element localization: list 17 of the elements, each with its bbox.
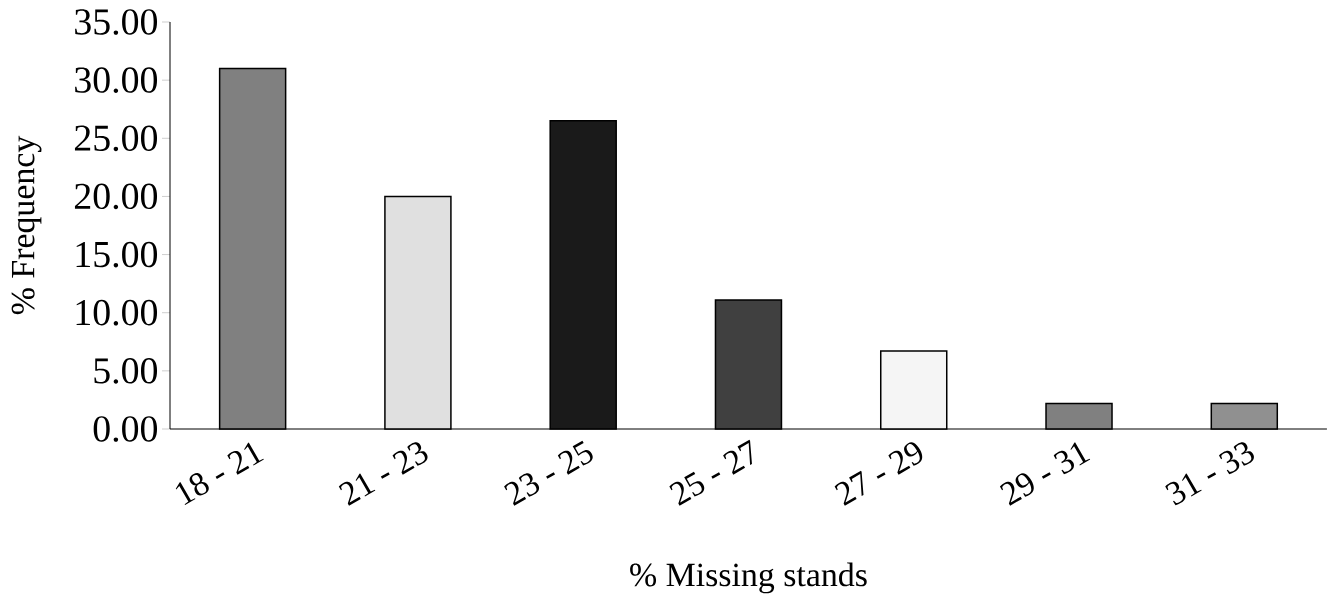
x-tick-label: 18 - 21 — [175, 442, 264, 506]
y-tick-label: 35.00 — [75, 9, 158, 35]
y-tick-label: 25.00 — [74, 125, 158, 152]
x-tick-label: 25 - 27 — [669, 439, 752, 506]
y-tick-label: 10.00 — [76, 299, 158, 326]
x-tick-label: 29 - 31 — [999, 442, 1091, 506]
y-axis-title: % Frequency — [11, 135, 42, 315]
x-axis-title: % Missing stands — [630, 562, 867, 594]
x-tick-label: 27 - 29 — [834, 442, 923, 506]
x-tick-label: 23 - 25 — [504, 440, 593, 506]
y-tick-label: 20.00 — [74, 183, 158, 210]
y-tick-label: 30.00 — [75, 67, 158, 93]
x-tick-label: 31 - 33 — [1165, 442, 1254, 506]
y-tick-label: 15.00 — [76, 241, 158, 268]
x-tick-label: 21 - 23 — [338, 442, 428, 506]
y-tick-label: 5.00 — [94, 358, 158, 384]
y-tick-label: 0.00 — [93, 416, 158, 442]
